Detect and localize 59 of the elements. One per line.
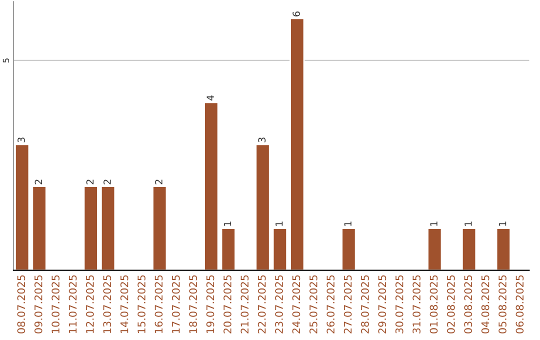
- x-tick-label: 16.07.2025: [154, 275, 163, 333]
- x-tick-label: 18.07.2025: [189, 275, 198, 333]
- bar: [152, 186, 168, 270]
- x-tick-label: 27.07.2025: [344, 275, 352, 334]
- y-tick-label: 5: [2, 58, 10, 62]
- bar: [220, 228, 236, 270]
- data-label: 1: [499, 222, 506, 226]
- data-label: 1: [430, 222, 438, 226]
- x-tick-label: 22.07.2025: [258, 275, 266, 334]
- x-tick-label: 11.07.2025: [68, 275, 77, 333]
- x-tick-label: 03.08.2025: [464, 275, 472, 334]
- x-tick-label: 29.07.2025: [378, 275, 386, 334]
- bar: [341, 228, 356, 270]
- x-tick-label: 23.07.2025: [275, 275, 283, 334]
- x-tick-label: 14.07.2025: [120, 275, 128, 333]
- data-label: 4: [206, 95, 214, 101]
- data-label: 3: [18, 138, 25, 142]
- x-tick-label: 04.08.2025: [481, 275, 490, 334]
- data-label: 2: [34, 180, 42, 184]
- x-tick-label: 01.08.2025: [430, 275, 438, 334]
- data-label: 6: [292, 12, 300, 16]
- bar: [14, 144, 30, 270]
- bar: [32, 186, 47, 270]
- x-tick-label: 08.07.2025: [17, 275, 26, 334]
- bar: [290, 18, 305, 270]
- x-tick-label: 25.07.2025: [309, 275, 318, 334]
- bar: [496, 228, 511, 270]
- data-label: 1: [224, 222, 232, 226]
- x-tick-label: 21.07.2025: [240, 275, 249, 334]
- bar: [204, 102, 219, 270]
- data-label: 1: [276, 222, 283, 226]
- x-tick-label: 17.07.2025: [172, 275, 180, 333]
- x-tick-label: 13.07.2025: [103, 275, 112, 333]
- x-tick-label: 30.07.2025: [395, 275, 404, 334]
- x-tick-label: 31.07.2025: [412, 275, 420, 334]
- bar: [255, 144, 270, 270]
- x-tick-label: 15.07.2025: [138, 275, 146, 333]
- bar: [272, 228, 288, 270]
- x-tick-label: 10.07.2025: [52, 275, 60, 333]
- data-label: 3: [258, 138, 266, 142]
- bar: [461, 228, 477, 270]
- bar: [427, 228, 442, 270]
- x-tick-label: 19.07.2025: [206, 275, 214, 333]
- x-tick-label: 24.07.2025: [292, 275, 300, 334]
- bar: [100, 186, 116, 270]
- x-tick-label: 02.08.2025: [446, 275, 455, 334]
- data-label: 1: [344, 222, 352, 226]
- x-tick-label: 06.08.2025: [516, 275, 524, 334]
- x-tick-label: 12.07.2025: [86, 275, 94, 333]
- x-tick-label: 26.07.2025: [326, 275, 335, 334]
- data-label: 2: [104, 180, 111, 184]
- data-label: 1: [464, 222, 472, 226]
- x-tick-label: 20.07.2025: [224, 275, 232, 334]
- x-tick-label: 28.07.2025: [361, 275, 369, 334]
- x-tick-label: 05.08.2025: [498, 275, 506, 334]
- x-tick-label: 09.07.2025: [34, 275, 42, 334]
- data-label: 2: [155, 180, 162, 184]
- data-label: 2: [86, 180, 94, 184]
- bar: [83, 186, 98, 270]
